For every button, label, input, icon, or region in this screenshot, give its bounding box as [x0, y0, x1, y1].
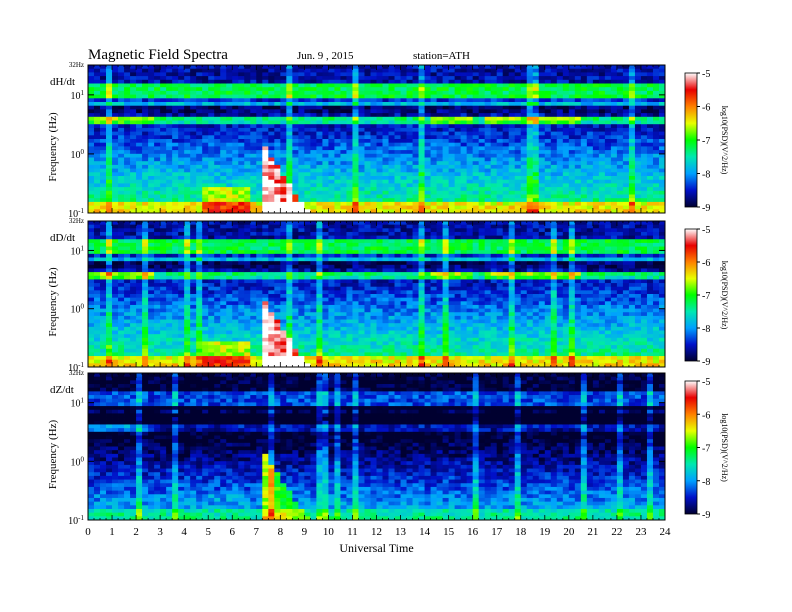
y-tick-label: 100 — [71, 455, 85, 468]
colorbar-tick-label: -5 — [702, 69, 710, 80]
colorbar-label: log10(PSD)(V^2/Hz) — [720, 413, 729, 482]
x-tick-label: 3 — [157, 526, 163, 538]
panel-label: dZ/dt — [50, 384, 74, 396]
colorbar-tick-label: -6 — [702, 258, 710, 269]
x-axis-label: Universal Time — [339, 541, 413, 555]
y-axis-label: Frequency (Hz) — [47, 420, 59, 490]
x-tick-label: 22 — [611, 526, 622, 538]
x-tick-label: 7 — [254, 526, 260, 538]
colorbar-tick-label: -9 — [702, 510, 710, 521]
y-axis-label: Frequency (Hz) — [47, 112, 59, 182]
colorbar-tick-label: -5 — [702, 377, 710, 388]
y-axis-label: Frequency (Hz) — [47, 267, 59, 337]
panel-label: dD/dt — [50, 232, 75, 244]
x-tick-label: 23 — [635, 526, 647, 538]
x-tick-label: 21 — [587, 526, 598, 538]
x-tick-label: 13 — [395, 526, 407, 538]
colorbar-label: log10(PSD)(V^2/Hz) — [720, 106, 729, 175]
x-tick-label: 1 — [109, 526, 115, 538]
colorbar-tick-label: -9 — [702, 203, 710, 214]
y-tick-label: 101 — [71, 397, 85, 410]
colorbar-tick-label: -5 — [702, 225, 710, 236]
x-tick-label: 16 — [467, 526, 479, 538]
y-top-label: 32Hz — [69, 369, 84, 377]
x-tick-label: 0 — [85, 526, 91, 538]
x-tick-label: 2 — [133, 526, 139, 538]
x-tick-label: 18 — [515, 526, 527, 538]
colorbar-tick-label: -8 — [702, 324, 710, 335]
colorbar-tick-label: -6 — [702, 410, 710, 421]
spectrogram-panel-2 — [88, 221, 666, 368]
x-tick-label: 15 — [443, 526, 455, 538]
x-tick-label: 14 — [419, 526, 431, 538]
colorbar-tick-label: -6 — [702, 103, 710, 114]
figure-title: Magnetic Field Spectra — [88, 47, 228, 63]
colorbar — [684, 228, 698, 362]
x-tick-label: 20 — [563, 526, 575, 538]
spectrogram-panel-3 — [88, 373, 666, 521]
x-tick-label: 9 — [302, 526, 308, 538]
colorbar-tick-label: -9 — [702, 357, 710, 368]
spectrogram-panel-1 — [88, 65, 666, 214]
x-tick-label: 24 — [660, 526, 672, 538]
colorbar-tick-label: -7 — [702, 444, 710, 455]
colorbar — [684, 380, 698, 515]
y-top-label: 32Hz — [69, 61, 84, 69]
station-label: station=ATH — [413, 50, 470, 62]
colorbar-tick-label: -8 — [702, 477, 710, 488]
x-tick-label: 6 — [230, 526, 236, 538]
y-top-label: 32Hz — [69, 217, 84, 225]
colorbar-tick-label: -7 — [702, 136, 710, 147]
x-tick-label: 19 — [539, 526, 551, 538]
figure-date: Jun. 9 , 2015 — [297, 50, 354, 62]
colorbar — [684, 72, 698, 208]
colorbar-tick-label: -8 — [702, 170, 710, 181]
y-tick-label: 101 — [71, 89, 85, 102]
panel-label: dH/dt — [50, 76, 75, 88]
x-tick-label: 8 — [278, 526, 284, 538]
x-tick-label: 17 — [491, 526, 503, 538]
colorbar-label: log10(PSD)(V^2/Hz) — [720, 261, 729, 330]
y-tick-label: 100 — [71, 303, 85, 316]
y-tick-label: 101 — [71, 244, 85, 257]
y-tick-label: 100 — [71, 148, 85, 161]
y-tick-label: 10-1 — [68, 514, 84, 527]
x-tick-label: 11 — [347, 526, 358, 538]
x-tick-label: 12 — [371, 526, 382, 538]
x-tick-label: 4 — [181, 526, 187, 538]
x-tick-label: 10 — [323, 526, 335, 538]
x-tick-label: 5 — [205, 526, 211, 538]
colorbar-tick-label: -7 — [702, 291, 710, 302]
